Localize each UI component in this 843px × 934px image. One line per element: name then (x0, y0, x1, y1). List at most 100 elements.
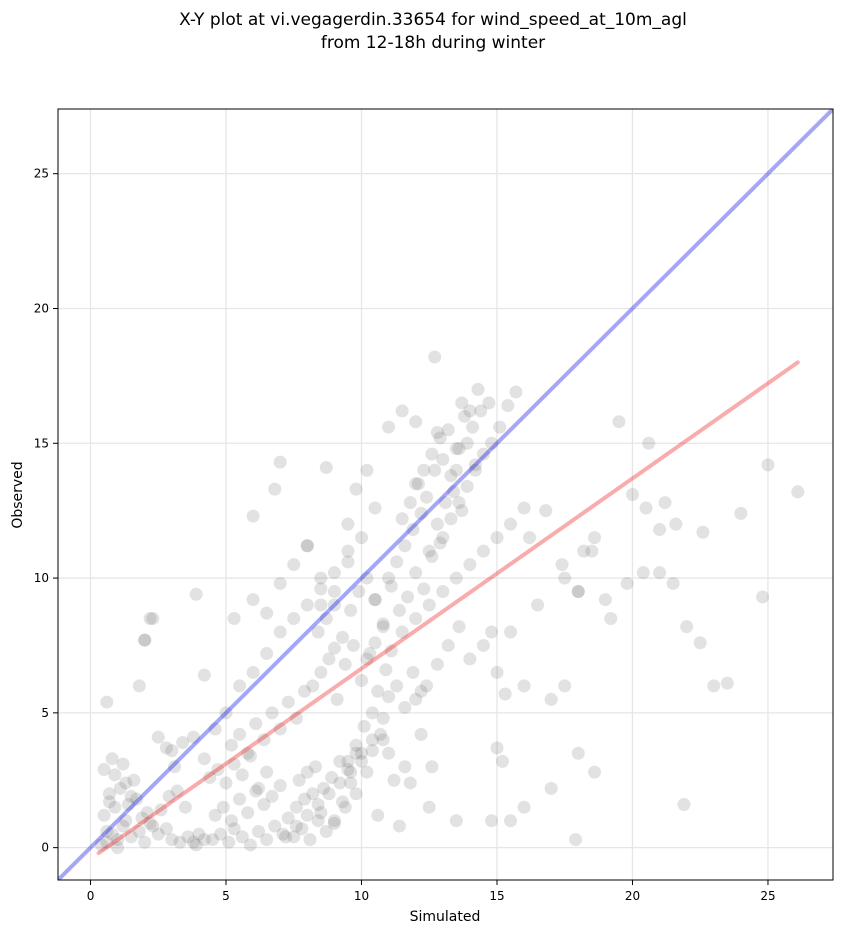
data-point (425, 550, 439, 564)
data-point (354, 754, 368, 768)
data-point (539, 504, 553, 518)
data-point (414, 727, 428, 741)
data-point (463, 558, 477, 572)
data-point (292, 773, 306, 787)
data-point (211, 762, 225, 776)
data-point (365, 744, 379, 758)
data-point (197, 668, 211, 682)
x-tick-label: 20 (625, 889, 640, 903)
data-point (257, 798, 271, 812)
data-point (428, 463, 442, 477)
data-point (121, 798, 135, 812)
data-point (306, 679, 320, 693)
x-tick-label: 0 (87, 889, 95, 903)
data-point (495, 754, 509, 768)
data-point (276, 827, 290, 841)
data-point (235, 830, 249, 844)
y-tick-label: 20 (34, 301, 49, 315)
data-point (260, 647, 274, 661)
data-point (311, 625, 325, 639)
data-point (544, 781, 558, 795)
data-point (666, 576, 680, 590)
data-point (403, 776, 417, 790)
data-point (395, 625, 409, 639)
data-point (327, 814, 341, 828)
data-point (108, 800, 122, 814)
data-point (151, 730, 165, 744)
data-point (281, 811, 295, 825)
data-point (425, 760, 439, 774)
chart-title-line2: from 12-18h during winter (321, 33, 545, 53)
data-point (452, 496, 466, 510)
data-point (224, 738, 238, 752)
data-point (696, 525, 710, 539)
data-point (246, 665, 260, 679)
data-point (395, 404, 409, 418)
data-point (401, 590, 415, 604)
data-point (173, 835, 187, 849)
data-point (420, 490, 434, 504)
data-point (398, 700, 412, 714)
data-point (460, 436, 474, 450)
data-point (409, 415, 423, 429)
data-point (349, 738, 363, 752)
data-point (97, 762, 111, 776)
data-point (168, 760, 182, 774)
data-point (327, 585, 341, 599)
data-point (336, 630, 350, 644)
data-point (333, 776, 347, 790)
data-point (165, 833, 179, 847)
data-point (349, 787, 363, 801)
data-point (119, 776, 133, 790)
data-point (422, 598, 436, 612)
data-point (300, 765, 314, 779)
data-point (287, 830, 301, 844)
data-point (707, 679, 721, 693)
data-point (300, 539, 314, 553)
data-point (544, 692, 558, 706)
data-point (485, 814, 499, 828)
data-point (268, 819, 282, 833)
data-point (257, 733, 271, 747)
data-point (449, 442, 463, 456)
data-point (791, 485, 805, 499)
data-point (260, 833, 274, 847)
data-point (111, 833, 125, 847)
data-point (140, 806, 154, 820)
data-point (295, 822, 309, 836)
data-point (612, 415, 626, 429)
data-point (509, 385, 523, 399)
data-point (669, 517, 683, 531)
data-point (341, 555, 355, 569)
x-tick-label: 5 (222, 889, 230, 903)
data-point (189, 587, 203, 601)
data-point (498, 687, 512, 701)
data-point (485, 436, 499, 450)
data-point (379, 663, 393, 677)
data-point (517, 679, 531, 693)
y-tick-label: 25 (34, 167, 49, 181)
data-point (314, 806, 328, 820)
data-point (170, 784, 184, 798)
data-point (449, 571, 463, 585)
data-point (146, 612, 160, 626)
y-tick-label: 10 (34, 571, 49, 585)
x-tick-label: 25 (760, 889, 775, 903)
data-point (382, 746, 396, 760)
data-point (227, 612, 241, 626)
data-point (341, 544, 355, 558)
data-point (433, 431, 447, 445)
data-point (501, 399, 515, 413)
data-point (135, 811, 149, 825)
data-point (186, 730, 200, 744)
data-point (197, 752, 211, 766)
data-point (411, 477, 425, 491)
data-point (474, 404, 488, 418)
regression-line (96, 360, 800, 856)
data-point (197, 833, 211, 847)
data-point (376, 711, 390, 725)
data-point (390, 679, 404, 693)
data-point (585, 544, 599, 558)
data-point (287, 612, 301, 626)
x-axis-label: Simulated (410, 909, 481, 925)
